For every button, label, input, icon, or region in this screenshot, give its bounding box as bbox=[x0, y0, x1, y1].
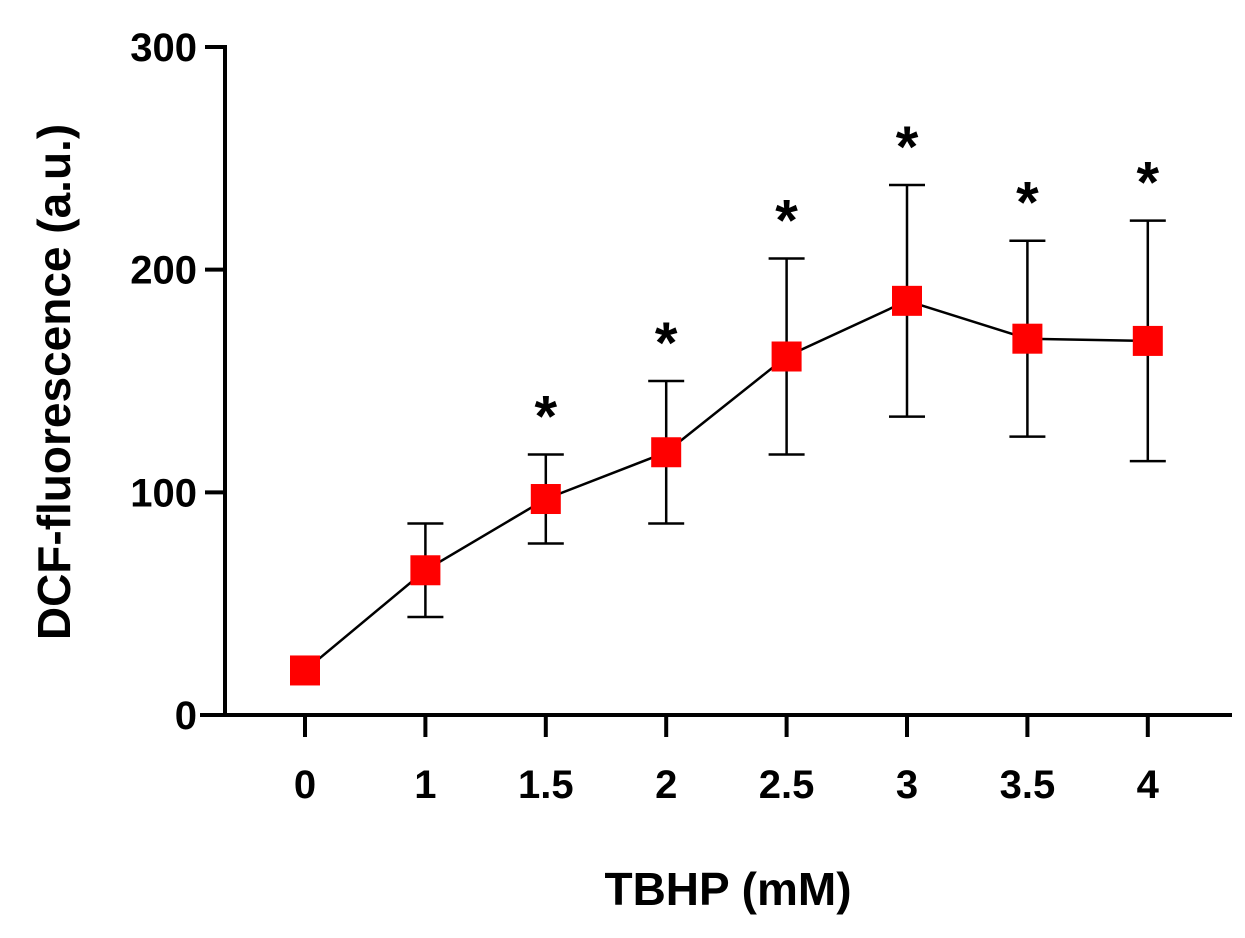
x-ticks: 0 1 1.5 2 2.5 3 3.5 4 bbox=[294, 715, 1160, 807]
x-tick-label: 3.5 bbox=[1000, 763, 1056, 807]
data-point bbox=[1012, 323, 1043, 354]
x-tick-label: 3 bbox=[896, 763, 918, 807]
x-tick-label: 4 bbox=[1137, 763, 1160, 807]
series bbox=[290, 183, 1166, 686]
data-point bbox=[410, 555, 441, 586]
x-tick-label: 1 bbox=[414, 763, 436, 807]
x-tick-label: 2 bbox=[655, 763, 677, 807]
x-tick-label: 1.5 bbox=[518, 763, 574, 807]
data-point bbox=[771, 341, 802, 372]
data-point bbox=[530, 484, 561, 515]
y-ticks: 0 100 200 300 bbox=[130, 26, 225, 738]
data-point bbox=[651, 437, 682, 468]
y-tick-label: 0 bbox=[175, 694, 197, 738]
data-point bbox=[892, 285, 922, 316]
y-axis-title: DCF-fluorescence (a.u.) bbox=[28, 124, 80, 640]
significance-asterisk: * bbox=[775, 189, 798, 254]
significance-marks: * * * * * * bbox=[535, 115, 1160, 449]
y-tick-label: 300 bbox=[130, 26, 197, 70]
significance-asterisk: * bbox=[1137, 151, 1160, 216]
series-line bbox=[304, 299, 1148, 672]
y-tick-label: 100 bbox=[130, 471, 197, 515]
significance-asterisk: * bbox=[896, 115, 919, 180]
significance-asterisk: * bbox=[655, 311, 678, 376]
data-point bbox=[290, 655, 320, 686]
x-tick-label: 2.5 bbox=[759, 763, 815, 807]
significance-asterisk: * bbox=[1016, 171, 1039, 236]
x-axis-title: TBHP (mM) bbox=[604, 863, 851, 915]
significance-asterisk: * bbox=[535, 384, 558, 449]
data-point bbox=[1132, 325, 1163, 356]
x-tick-label: 0 bbox=[294, 763, 316, 807]
axes bbox=[200, 45, 1232, 717]
y-tick-label: 200 bbox=[130, 249, 197, 293]
